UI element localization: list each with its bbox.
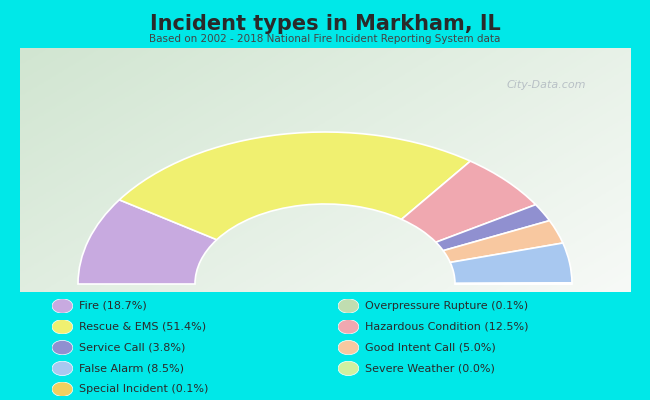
Ellipse shape bbox=[52, 320, 73, 334]
Wedge shape bbox=[443, 221, 563, 262]
Text: Incident types in Markham, IL: Incident types in Markham, IL bbox=[150, 14, 500, 34]
Wedge shape bbox=[436, 205, 549, 251]
Text: Service Call (3.8%): Service Call (3.8%) bbox=[79, 342, 186, 353]
Ellipse shape bbox=[338, 361, 359, 376]
Ellipse shape bbox=[52, 361, 73, 376]
Wedge shape bbox=[78, 200, 216, 284]
Ellipse shape bbox=[52, 299, 73, 313]
Text: Rescue & EMS (51.4%): Rescue & EMS (51.4%) bbox=[79, 322, 207, 332]
Ellipse shape bbox=[338, 340, 359, 355]
Text: Fire (18.7%): Fire (18.7%) bbox=[79, 301, 147, 311]
Text: Good Intent Call (5.0%): Good Intent Call (5.0%) bbox=[365, 342, 496, 353]
Wedge shape bbox=[402, 161, 536, 242]
Ellipse shape bbox=[338, 299, 359, 313]
Text: Hazardous Condition (12.5%): Hazardous Condition (12.5%) bbox=[365, 322, 529, 332]
Wedge shape bbox=[450, 243, 572, 284]
Ellipse shape bbox=[52, 340, 73, 355]
Text: Overpressure Rupture (0.1%): Overpressure Rupture (0.1%) bbox=[365, 301, 528, 311]
Text: Severe Weather (0.0%): Severe Weather (0.0%) bbox=[365, 363, 495, 374]
Wedge shape bbox=[120, 132, 471, 240]
Text: Based on 2002 - 2018 National Fire Incident Reporting System data: Based on 2002 - 2018 National Fire Incid… bbox=[150, 34, 500, 44]
Text: City-Data.com: City-Data.com bbox=[507, 80, 586, 90]
Ellipse shape bbox=[338, 320, 359, 334]
Text: False Alarm (8.5%): False Alarm (8.5%) bbox=[79, 363, 185, 374]
Wedge shape bbox=[455, 283, 572, 284]
Text: Special Incident (0.1%): Special Incident (0.1%) bbox=[79, 384, 209, 394]
Ellipse shape bbox=[52, 382, 73, 396]
